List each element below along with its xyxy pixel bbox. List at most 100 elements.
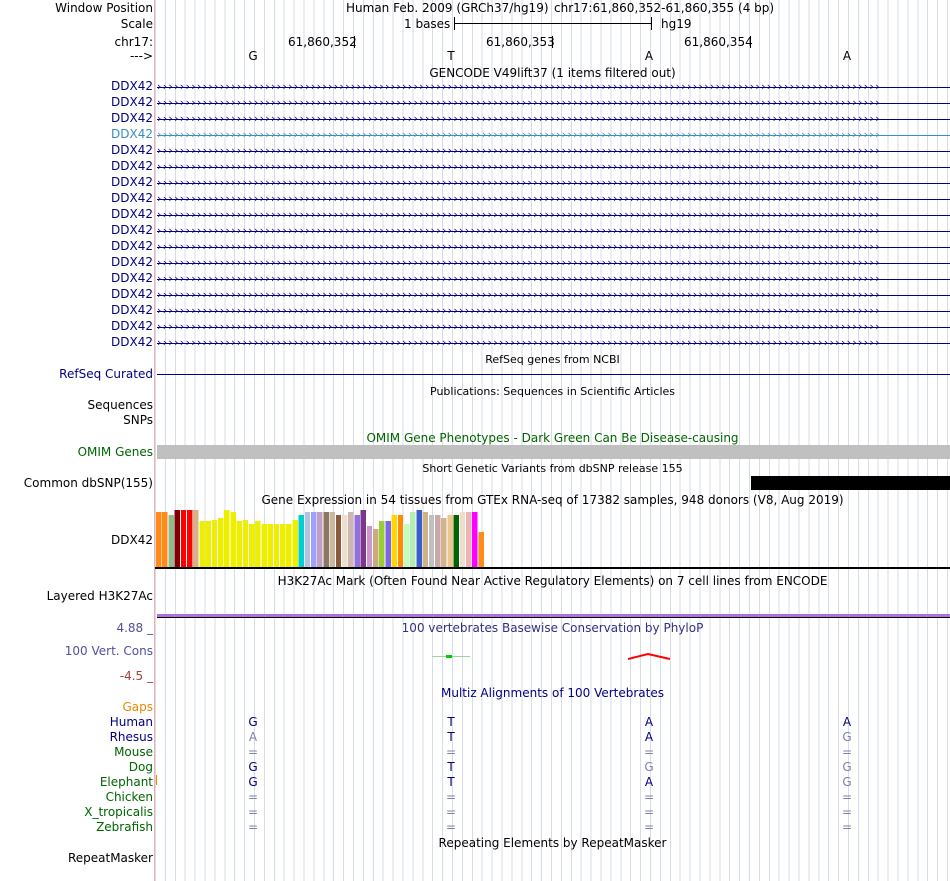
gencode-gene-label[interactable]: DDX42 (111, 207, 153, 221)
refseq-curated-label[interactable]: RefSeq Curated (59, 367, 153, 381)
multiz-species-label[interactable]: Dog (128, 760, 153, 774)
gencode-transcript[interactable]: ››››››››››››››››››››››››››››››››››››››››… (157, 113, 950, 126)
gencode-transcript[interactable]: ››››››››››››››››››››››››››››››››››››››››… (157, 305, 950, 318)
dbsnp-variant-bar[interactable] (751, 476, 950, 490)
gencode-gene-label[interactable]: DDX42 (111, 127, 153, 141)
gtex-tissue-bar[interactable] (286, 524, 292, 567)
gtex-tissue-bar[interactable] (453, 515, 459, 567)
gtex-tissue-bar[interactable] (224, 510, 230, 567)
gtex-tissue-bar[interactable] (416, 510, 422, 567)
gtex-tissue-bar[interactable] (459, 512, 466, 567)
gencode-transcript[interactable]: ››››››››››››››››››››››››››››››››››››››››… (157, 177, 950, 190)
multiz-track-title[interactable]: Multiz Alignments of 100 Vertebrates (440, 686, 665, 700)
gencode-gene-label[interactable]: DDX42 (111, 271, 153, 285)
gtex-tissue-bar[interactable] (242, 520, 249, 567)
gtex-tissue-bar[interactable] (168, 515, 174, 567)
gencode-gene-label[interactable]: DDX42 (111, 79, 153, 93)
gencode-gene-label[interactable]: DDX42 (111, 159, 153, 173)
gtex-tissue-bar[interactable] (391, 515, 397, 567)
gencode-transcript[interactable]: ››››››››››››››››››››››››››››››››››››››››… (157, 145, 950, 158)
refseq-gene-line[interactable] (157, 374, 950, 375)
gtex-tissue-bar[interactable] (255, 521, 261, 567)
gtex-tissue-bar[interactable] (218, 518, 224, 567)
conservation-positive-mark[interactable] (446, 655, 452, 658)
gtex-tissue-bar[interactable] (323, 512, 329, 567)
gtex-tissue-bar[interactable] (366, 526, 373, 567)
multiz-species-label[interactable]: Elephant (99, 775, 153, 789)
repeatmasker-track-title[interactable]: Repeating Elements by RepeatMasker (438, 836, 667, 850)
conservation-label[interactable]: 100 Vert. Cons (64, 644, 153, 658)
gtex-tissue-bar[interactable] (379, 521, 385, 567)
multiz-species-label[interactable]: Rhesus (109, 730, 153, 744)
gtex-tissue-bar[interactable] (435, 515, 441, 567)
gtex-tissue-bar[interactable] (174, 510, 180, 567)
gtex-tissue-bar[interactable] (273, 524, 280, 567)
multiz-species-label[interactable]: Human (109, 715, 153, 729)
gtex-track-title[interactable]: Gene Expression in 54 tissues from GTEx … (261, 493, 844, 507)
gtex-tissue-bar[interactable] (404, 524, 410, 567)
gtex-tissue-bar[interactable] (441, 518, 447, 567)
gtex-tissue-bar[interactable] (304, 512, 311, 567)
gtex-tissue-bar[interactable] (428, 515, 435, 567)
conservation-negative-mark[interactable] (628, 652, 672, 660)
gtex-gene-label[interactable]: DDX42 (111, 533, 153, 547)
gtex-tissue-bar[interactable] (156, 512, 162, 567)
gtex-tissue-bar[interactable] (348, 512, 354, 567)
gencode-transcript[interactable]: ››››››››››››››››››››››››››››››››››››››››… (157, 97, 950, 110)
h3k27ac-track-title[interactable]: H3K27Ac Mark (Often Found Near Active Re… (277, 574, 828, 588)
gtex-tissue-bar[interactable] (472, 512, 478, 567)
omim-track-title[interactable]: OMIM Gene Phenotypes - Dark Green Can Be… (366, 431, 739, 445)
gencode-transcript[interactable]: ››››››››››››››››››››››››››››››››››››››››… (157, 273, 950, 286)
gencode-transcript[interactable]: ››››››››››››››››››››››››››››››››››››››››… (157, 161, 950, 174)
gencode-transcript[interactable]: ››››››››››››››››››››››››››››››››››››››››… (157, 241, 950, 254)
h3k27ac-label[interactable]: Layered H3K27Ac (46, 589, 153, 603)
gencode-gene-label[interactable]: DDX42 (111, 95, 153, 109)
multiz-species-label[interactable]: Zebrafish (96, 820, 153, 834)
gtex-tissue-bar[interactable] (162, 512, 168, 567)
gtex-tissue-bar[interactable] (422, 512, 428, 567)
gencode-gene-label[interactable]: DDX42 (111, 335, 153, 349)
gtex-tissue-bar[interactable] (261, 524, 267, 567)
publications-sequences-label[interactable]: Sequences (87, 398, 153, 412)
gtex-tissue-bar[interactable] (249, 524, 255, 567)
gtex-tissue-bar[interactable] (193, 510, 199, 567)
multiz-gaps-label[interactable]: Gaps (122, 700, 153, 714)
gtex-tissue-bar[interactable] (329, 512, 335, 567)
gtex-tissue-bar[interactable] (280, 524, 286, 567)
publications-snps-label[interactable]: SNPs (123, 413, 153, 427)
gencode-transcript[interactable]: ››››››››››››››››››››››››››››››››››››››››… (157, 209, 950, 222)
omim-genes-label[interactable]: OMIM Genes (77, 445, 153, 459)
gencode-transcript[interactable]: ››››››››››››››››››››››››››››››››››››››››… (157, 321, 950, 334)
gencode-gene-label[interactable]: DDX42 (111, 143, 153, 157)
gencode-gene-label[interactable]: DDX42 (111, 223, 153, 237)
multiz-species-label[interactable]: X_tropicalis (84, 805, 153, 819)
gtex-tissue-bar[interactable] (311, 512, 317, 567)
gtex-tissue-bar[interactable] (292, 520, 298, 567)
gencode-gene-label[interactable]: DDX42 (111, 287, 153, 301)
gtex-tissue-bar[interactable] (317, 512, 323, 567)
gtex-tissue-bar[interactable] (187, 510, 193, 567)
gencode-gene-label[interactable]: DDX42 (111, 239, 153, 253)
gtex-tissue-bar[interactable] (211, 520, 218, 567)
gtex-tissue-bar[interactable] (180, 510, 187, 567)
omim-gene-bar[interactable] (157, 445, 950, 459)
gencode-transcript[interactable]: ››››››››››››››››››››››››››››››››››››››››… (157, 193, 950, 206)
gtex-tissue-bar[interactable] (354, 515, 360, 567)
h3k27ac-signal[interactable] (157, 614, 950, 618)
gencode-transcript[interactable]: ››››››››››››››››››››››››››››››››››››››››… (157, 81, 950, 94)
gencode-transcript[interactable]: ››››››››››››››››››››››››››››››››››››››››… (157, 257, 950, 270)
gencode-gene-label[interactable]: DDX42 (111, 175, 153, 189)
gtex-tissue-bar[interactable] (230, 512, 236, 567)
gtex-tissue-bar[interactable] (410, 512, 416, 567)
gtex-tissue-bar[interactable] (447, 515, 453, 567)
gtex-tissue-bar[interactable] (236, 521, 242, 567)
gtex-tissue-bar[interactable] (385, 521, 391, 567)
gtex-tissue-bar[interactable] (199, 521, 205, 567)
gencode-gene-label[interactable]: DDX42 (111, 303, 153, 317)
dbsnp-label[interactable]: Common dbSNP(155) (23, 476, 153, 490)
gtex-tissue-bar[interactable] (267, 524, 273, 567)
gencode-gene-label[interactable]: DDX42 (111, 255, 153, 269)
gtex-tissue-bar[interactable] (397, 515, 404, 567)
refseq-track-title[interactable]: RefSeq genes from NCBI (485, 353, 620, 366)
gtex-tissue-bar[interactable] (373, 529, 379, 567)
